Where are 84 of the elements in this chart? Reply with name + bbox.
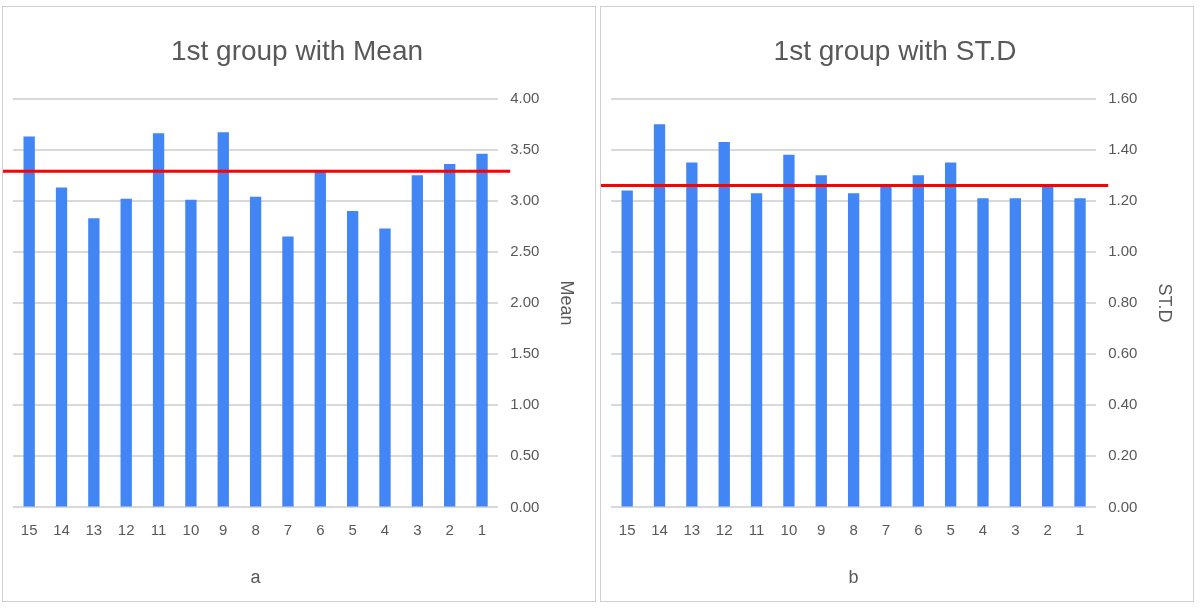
bar [718,142,730,507]
x-tick-label: 14 [651,520,668,538]
bar [346,211,359,507]
x-tick-label: 13 [85,520,103,538]
y-tick-label: 0.50 [510,446,540,464]
x-tick-label: 11 [150,520,167,538]
y-tick-label: 1.60 [1108,88,1138,106]
y-tick-label: 1.20 [1108,190,1138,208]
bar [686,162,698,507]
x-tick-label: 10 [182,520,200,538]
bar [476,153,488,507]
bar [379,228,391,507]
x-tick-label: 12 [715,520,733,538]
bar [249,196,262,507]
bar [621,190,633,507]
x-tick-label: 6 [914,520,923,538]
y-tick-label: 1.40 [1108,139,1138,157]
x-tick-label: 3 [1011,520,1020,538]
y-tick-label: 0.00 [1108,497,1138,515]
x-tick-label: 7 [881,520,891,538]
bar [847,193,860,507]
x-tick-label: 15 [20,520,38,538]
bar [1074,198,1086,507]
bar [152,133,165,507]
x-tick-label: 2 [1043,520,1052,538]
x-tick-label: 3 [413,520,422,538]
chart-title: 1st group with ST.D [773,34,1017,66]
bar [55,187,68,507]
bar [944,162,957,507]
x-tick-label: 5 [946,520,955,538]
y-tick-label: 1.00 [1108,242,1138,260]
x-tick-label: 8 [849,520,858,538]
y-tick-label: 0.40 [1108,395,1138,413]
y-tick-label: 1.00 [510,395,540,413]
x-tick-label: 5 [348,520,357,538]
y-tick-label: 0.00 [510,497,540,515]
x-tick-label: 8 [251,520,260,538]
bar [912,175,924,507]
bar [217,132,229,507]
bar [23,136,35,507]
x-tick-label: 4 [978,520,988,538]
bar [750,193,763,507]
x-tick-label: 1 [1075,520,1085,538]
x-axis-title: a [250,567,262,588]
y-axis-title: ST.D [1155,283,1176,323]
x-tick-label: 6 [316,520,325,538]
x-tick-label: 14 [53,520,70,538]
y-tick-label: 1.50 [510,344,540,362]
y-tick-label: 0.60 [1108,344,1138,362]
bar [880,185,892,507]
bar [314,171,326,507]
x-tick-label: 1 [477,520,487,538]
bar [411,175,423,507]
y-tick-label: 4.00 [510,88,540,106]
y-tick-label: 2.50 [510,242,540,260]
bar [1042,185,1054,507]
bar [1009,198,1021,507]
bar [444,164,456,507]
y-axis-title: Mean [557,280,578,326]
bar [977,198,989,507]
x-tick-label: 4 [380,520,390,538]
bar [783,154,795,507]
x-tick-label: 9 [219,520,228,538]
y-tick-label: 3.00 [510,190,540,208]
bar [120,198,132,507]
x-tick-label: 10 [780,520,798,538]
x-tick-label: 11 [748,520,765,538]
y-tick-label: 0.80 [1108,293,1138,311]
y-tick-label: 0.20 [1108,446,1138,464]
x-tick-label: 12 [117,520,135,538]
bar [88,218,100,507]
chart-title: 1st group with Mean [170,34,424,66]
bar [653,124,666,507]
x-tick-label: 13 [683,520,701,538]
bar [282,236,294,507]
y-tick-label: 3.50 [510,139,540,157]
x-tick-label: 2 [445,520,454,538]
x-tick-label: 7 [283,520,293,538]
x-tick-label: 15 [618,520,636,538]
x-tick-label: 9 [817,520,826,538]
bar [815,175,827,507]
x-axis-title: b [848,567,859,588]
y-tick-label: 2.00 [510,293,540,311]
bar [185,199,197,507]
